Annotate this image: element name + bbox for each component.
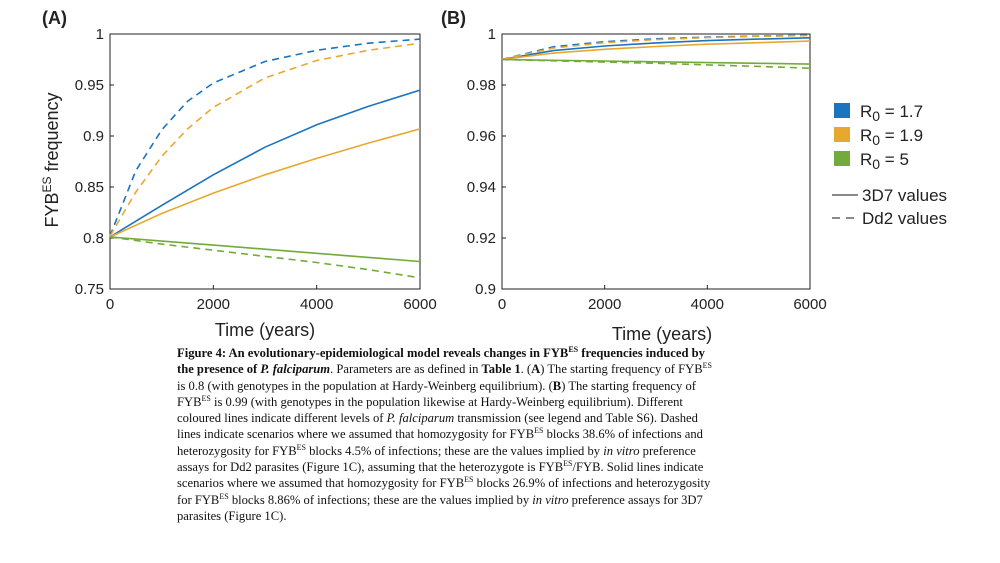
panel-a-x-axis-title: Time (years) xyxy=(215,320,315,340)
panel-a-y-tick-label: 0.8 xyxy=(83,230,104,247)
legend-label-r0-5: R0 = 5 xyxy=(860,150,909,172)
panel-b-label: (B) xyxy=(441,8,466,28)
panel-a-series-line-dashed xyxy=(109,42,421,237)
panel-a-x-tick-label: 2000 xyxy=(197,296,230,313)
panel-a-series-line-dashed xyxy=(109,38,421,237)
panel-a-y-tick-label: 0.95 xyxy=(75,77,104,94)
panel-b-ticks: 0 2000 4000 6000 0.9 0.92 0.94 0.96 0.98 1 xyxy=(467,26,827,313)
panel-a-x-tick-label: 4000 xyxy=(300,296,333,313)
legend-swatch-r0-1-7 xyxy=(834,103,850,118)
legend-label-r0-1-9: R0 = 1.9 xyxy=(860,126,923,148)
figure: (A) FYBES frequency 0 2000 4000 6000 0.75 0.8… xyxy=(40,8,947,344)
panel-a-series-line-solid xyxy=(109,128,421,238)
panel-a-series-line-solid xyxy=(109,89,421,238)
panel-a-x-tick-label: 0 xyxy=(106,296,114,313)
panel-a-y-tick-label: 1 xyxy=(96,26,104,43)
panel-b-x-tick-label: 2000 xyxy=(588,296,621,313)
panel-b-x-tick-label: 4000 xyxy=(691,296,724,313)
panel-b-series xyxy=(501,34,811,69)
panel-b-y-tick-label: 0.9 xyxy=(475,281,496,298)
panel-b-series-line-dashed xyxy=(501,58,811,69)
legend-swatch-r0-1-9 xyxy=(834,127,850,142)
panel-a-ticks: 0 2000 4000 6000 0.75 0.8 0.85 0.9 0.95 1 xyxy=(75,26,437,313)
panel-b-y-tick-label: 0.94 xyxy=(467,179,496,196)
legend-swatch-r0-5 xyxy=(834,151,850,166)
panel-b-y-tick-label: 0.98 xyxy=(467,77,496,94)
panel-b-y-tick-label: 1 xyxy=(488,26,496,43)
legend-label-dd2: Dd2 values xyxy=(862,209,947,228)
panel-a-y-tick-label: 0.85 xyxy=(75,179,104,196)
panel-a: (A) FYBES frequency 0 2000 4000 6000 0.75 0.8… xyxy=(40,8,437,340)
panel-a-plot-frame xyxy=(109,33,421,290)
panel-b-x-axis-title: Time (years) xyxy=(612,324,712,344)
legend-label-3d7: 3D7 values xyxy=(862,186,947,205)
panel-b-plot-frame xyxy=(501,33,811,290)
panel-b-y-tick-label: 0.96 xyxy=(467,128,496,145)
panel-b-y-tick-label: 0.92 xyxy=(467,230,496,247)
figure-caption: Figure 4: An evolutionary-epidemiologica… xyxy=(177,344,712,523)
legend-label-r0-1-7: R0 = 1.7 xyxy=(860,102,923,124)
panel-a-series-line-dashed xyxy=(109,236,421,279)
panel-b-series-line-solid xyxy=(501,58,811,65)
panel-b-series-line-solid xyxy=(501,37,811,61)
panel-b: (B) 0 2000 4000 6000 0.9 0.92 0.94 0.96 0.98 1 Ti… xyxy=(441,8,827,344)
panel-a-label: (A) xyxy=(42,8,67,28)
panel-b-x-tick-label: 6000 xyxy=(793,296,826,313)
panel-b-series-line-solid xyxy=(501,40,811,61)
panel-b-series-line-dashed xyxy=(501,34,811,61)
legend: R0 = 1.7 R0 = 1.9 R0 = 5 3D7 values Dd2 … xyxy=(832,102,947,228)
panel-b-x-tick-label: 0 xyxy=(498,296,506,313)
panel-a-x-tick-label: 6000 xyxy=(403,296,436,313)
panel-a-y-tick-label: 0.75 xyxy=(75,281,104,298)
panel-a-series xyxy=(109,38,421,279)
panel-a-series-line-solid xyxy=(109,236,421,263)
panel-a-y-tick-label: 0.9 xyxy=(83,128,104,145)
panel-a-y-axis-title: FYBES frequency xyxy=(40,92,62,227)
caption-title: Figure 4: An evolutionary-epidemiologica… xyxy=(177,344,705,377)
